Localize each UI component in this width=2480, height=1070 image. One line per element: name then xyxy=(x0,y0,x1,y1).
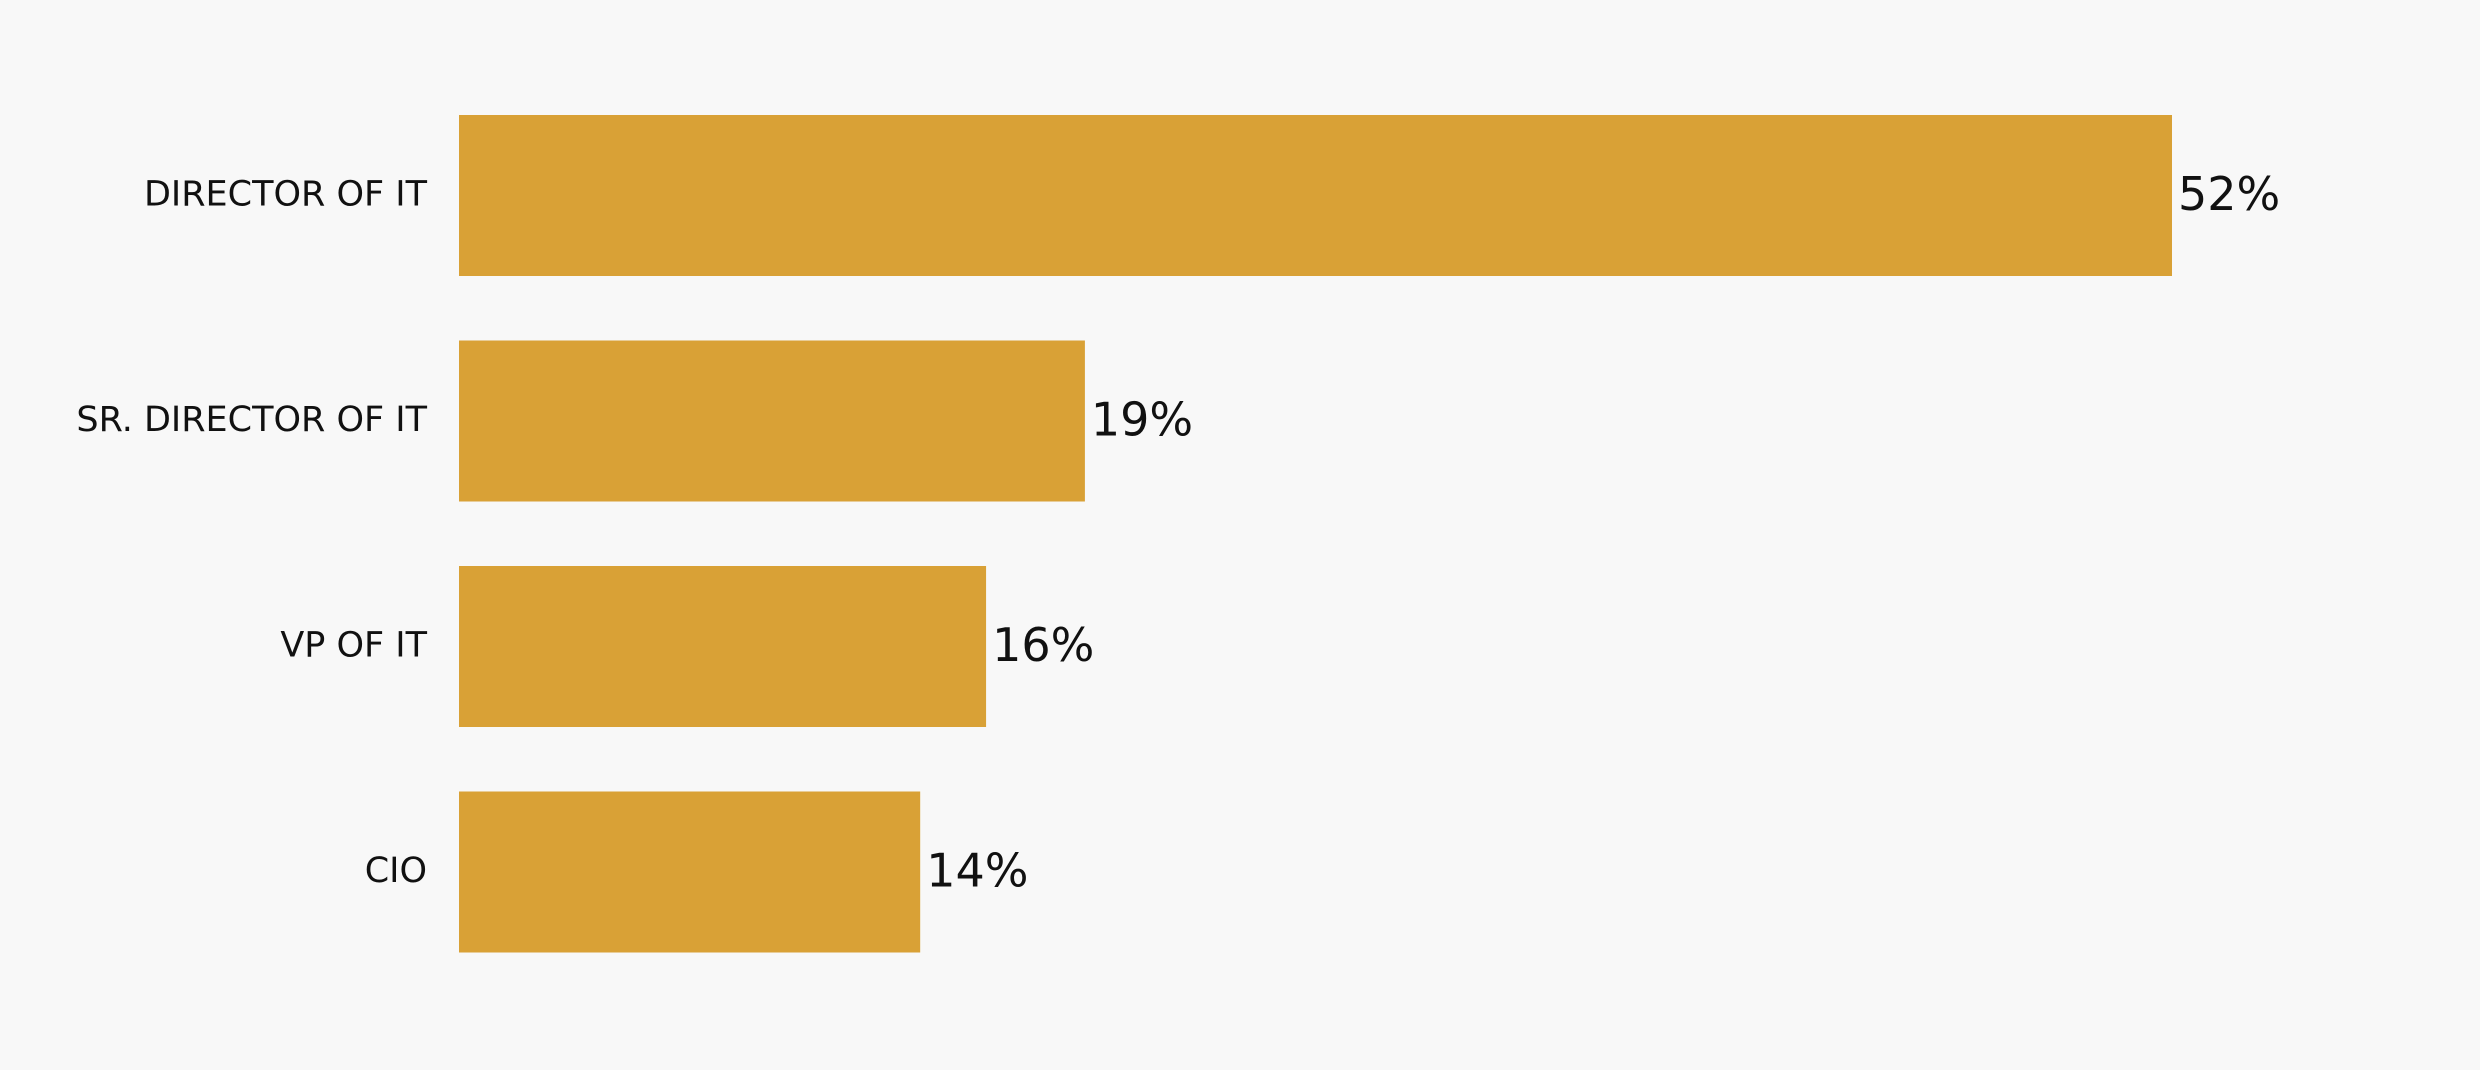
bar xyxy=(459,115,2172,276)
bar xyxy=(459,791,921,953)
category-label: DIRECTOR OF IT xyxy=(144,175,428,215)
value-label: 16% xyxy=(992,618,1094,672)
category-label: CIO xyxy=(365,851,427,891)
value-label: 14% xyxy=(926,844,1028,898)
value-label: 19% xyxy=(1091,393,1193,447)
category-label: VP OF IT xyxy=(280,626,427,666)
value-label: 52% xyxy=(2178,167,2280,221)
bar xyxy=(459,340,1085,502)
category-label: SR. DIRECTOR OF IT xyxy=(76,400,427,440)
bar xyxy=(459,566,987,727)
